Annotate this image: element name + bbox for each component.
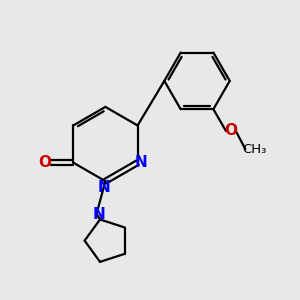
Text: N: N — [98, 180, 110, 195]
Text: CH₃: CH₃ — [243, 142, 267, 156]
Text: O: O — [38, 155, 51, 170]
Text: O: O — [225, 123, 238, 138]
Text: N: N — [135, 155, 148, 170]
Text: N: N — [93, 207, 106, 222]
